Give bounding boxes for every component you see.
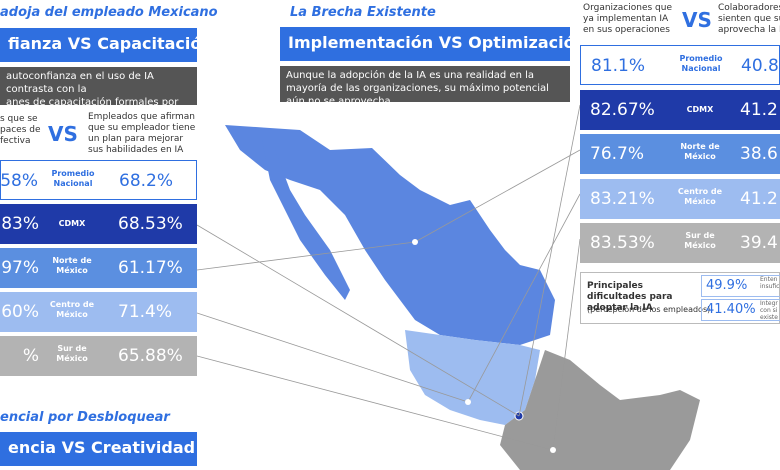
col-b: Colaboradores qsienten que su eaprovecha… [718,3,780,36]
heading: La Brecha Existente [290,5,436,20]
row: % Sur de México 65.88% [0,336,197,376]
value: 82.67% [590,99,655,120]
diff-title: Principales dificultades para adoptar la… [587,281,673,313]
col-b: Empleados que afirman que su empleador t… [88,112,196,155]
row: 76.7% Norte de México 38.6 [580,134,780,174]
line: sienten que su e [718,14,780,24]
point [550,447,556,453]
text: Enten insufic [760,276,779,290]
line: Integr [760,300,778,307]
line: s que se [0,114,38,124]
line: con si [760,307,778,314]
title: fianza VS Capacitación [0,28,197,62]
value: % [22,346,39,366]
row: 60% Centro de México 71.4% [0,292,197,332]
col-a: Organizaciones que ya implementan IA en … [583,3,672,35]
value: 97% [1,258,39,278]
region-south [500,350,700,470]
value: 38.6 [740,144,778,164]
line: esas. [6,123,32,134]
line: insufic [760,283,780,290]
line: aprovecha la IA [718,25,780,35]
region: CDMX [686,104,714,114]
col-a: s que se paces de fectiva [0,114,45,147]
note: autoconfianza en el uso de IA contrasta … [0,67,197,134]
value: 39.4 [740,233,778,253]
value: 76.7% [590,144,645,164]
line: existe [760,314,778,321]
region: Centro de México [49,300,95,319]
region: Centro de México [677,186,723,206]
line: anes de capacitación formales por parte … [6,97,179,121]
value: 83.21% [590,188,655,209]
value: 41.40% [706,302,756,317]
line: Colaboradores q [718,3,780,13]
line: fectiva [0,136,31,146]
line: paces de [0,125,41,135]
row: 83.53% Sur de México 39.4 [580,223,780,263]
diff-subtitle: (percepción de los empleados) [587,305,711,314]
heading: adoja del empleado Mexicano [0,5,218,20]
value: 71.4% [118,302,173,322]
row: 97% Norte de México 61.17% [0,248,197,288]
line: Enten [760,276,778,283]
region: Norte de México [680,142,720,161]
region: Promedio Nacional [51,169,95,188]
region-center [405,330,540,425]
difficulties: Principales dificultades para adoptar la… [580,272,780,324]
region: Sur de México [56,344,88,363]
value: 41.2 [740,99,778,120]
point [412,239,418,245]
value: 61.17% [118,258,183,278]
value: 81.1% [591,56,646,76]
heading: encial por Desbloquear [0,410,170,425]
value: 41.2 [740,188,778,209]
difficulty: 49.9% Enten insufic [701,275,780,297]
text: Integr con si existe [760,300,778,321]
value: 83% [1,214,39,234]
region: Norte de México [52,256,92,275]
value: 68.2% [119,171,174,191]
row: 58% Promedio Nacional 68.2% [0,160,197,200]
region: Sur de México [684,231,716,250]
title: encia VS Creatividad [0,432,197,466]
value: 60% [1,302,39,322]
point [465,399,471,405]
value: 40.8 [741,56,779,76]
row: 83% CDMX 68.53% [0,204,197,244]
region-north [225,125,555,345]
row: 81.1% Promedio Nacional 40.8 [580,45,780,85]
region: CDMX [58,219,86,228]
difficulty: 41.40% Integr con si existe [701,299,780,321]
value: 49.9% [706,278,748,293]
value: 68.53% [118,214,183,234]
line: autoconfianza en el uso de IA contrasta … [6,71,154,95]
vs: VS [48,122,78,146]
title: Implementación VS Optimización [280,27,570,61]
value: 83.53% [590,233,655,253]
value: 65.88% [118,346,183,366]
value: 58% [0,171,38,191]
vs: VS [682,8,712,32]
note: Aunque la adopción de la IA es una reali… [280,66,570,107]
baja-california [262,140,350,300]
connectors [196,104,581,451]
region: Promedio Nacional [679,54,723,73]
row: 82.67% CDMX 41.2 [580,89,780,130]
row: 83.21% Centro de México 41.2 [580,178,780,219]
